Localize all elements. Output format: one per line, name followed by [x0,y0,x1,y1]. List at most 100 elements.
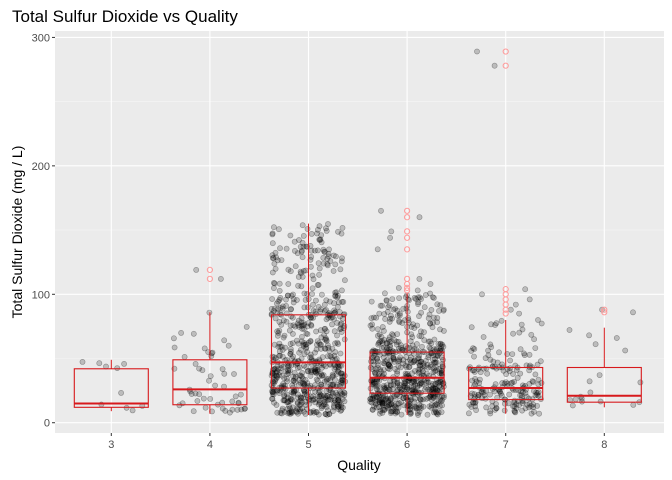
jitter-point [403,394,410,401]
jitter-point [373,355,380,362]
jitter-point [327,396,334,403]
jitter-point [291,238,298,245]
box-quality-3 [73,359,149,412]
jitter-point [432,385,439,392]
jitter-point [389,386,396,392]
jitter-point [430,385,437,392]
jitter-point [385,362,392,368]
jitter-point [437,378,443,385]
jitter-point [294,399,301,406]
jitter-point [437,396,444,403]
jitter-point [324,392,330,399]
jitter-point [304,304,311,311]
jitter-point [393,338,400,345]
jitter-point [332,293,339,300]
jitter-point [314,338,321,344]
jitter-point [431,406,438,413]
jitter-point [475,392,482,398]
jitter-point [437,398,444,405]
jitter-point [307,354,313,361]
jitter-point [432,408,439,415]
box-iqr [566,366,642,403]
jitter-point [304,380,311,387]
jitter-point [303,363,310,370]
jitter-point [434,319,440,326]
jitter-point [403,354,410,361]
box-iqr [172,359,248,406]
jitter-point [318,334,325,341]
jitter-point [440,343,447,350]
jitter-point [427,346,434,352]
jitter-point [427,362,434,368]
jitter-point [396,357,403,364]
jitter-point [332,389,339,396]
jitter-point [270,285,277,291]
jitter-point [387,400,394,407]
jitter-point [188,391,195,397]
jitter-point [310,408,317,415]
jitter-point [302,388,308,395]
jitter-point [278,343,285,350]
jitter-point [389,390,396,397]
jitter-point [324,255,331,262]
jitter-point [338,379,345,386]
jitter-point [416,362,423,369]
jitter-point [437,378,444,385]
jitter-point [384,339,390,346]
jitter-point [531,408,537,415]
jitter-point [335,403,342,410]
jitter-point [392,305,398,312]
jitter-point [269,389,276,396]
jitter-point [436,307,442,314]
jitter-point [303,345,309,352]
jitter-point [287,395,294,402]
jitter-point [487,356,494,363]
jitter-point [498,317,505,324]
jitter-point [271,305,278,312]
jitter-point [386,386,392,393]
jitter-point [385,362,392,368]
jitter-point [322,335,329,342]
jitter-point [622,347,629,354]
jitter-point [276,280,283,287]
jitter-point [320,392,327,399]
jitter-point [298,248,305,255]
jitter-point [420,360,427,367]
jitter-point [313,346,320,353]
jitter-point [519,326,526,333]
jitter-point [314,226,321,233]
box-outlier [502,62,509,69]
jitter-point [96,360,103,367]
jitter-point [436,403,443,410]
jitter-point [417,397,424,403]
jitter-point [315,389,322,396]
jitter-point [304,226,311,232]
jitter-point [421,337,428,344]
jitter-point [396,356,403,363]
jitter-point [281,397,288,404]
jitter-point [334,319,340,326]
jitter-point [312,368,319,374]
jitter-point [231,371,237,377]
jitter-point [304,323,311,330]
jitter-point [387,315,394,322]
jitter-point [321,307,328,314]
jitter-point [339,224,346,231]
jitter-point [283,296,289,303]
jitter-point [521,352,528,358]
jitter-point [507,365,514,372]
jitter-point [433,364,440,371]
jitter-point [437,340,444,347]
jitter-point [386,366,393,372]
box-outlier [404,284,411,291]
box-outlier [404,214,411,221]
jitter-point [300,232,307,239]
jitter-point [269,269,276,276]
jitter-point [369,325,376,332]
jitter-point [277,343,284,350]
jitter-point [367,398,374,405]
jitter-point [335,397,342,404]
jitter-point [311,396,318,403]
jitter-point [511,378,517,385]
jitter-point [637,379,644,386]
